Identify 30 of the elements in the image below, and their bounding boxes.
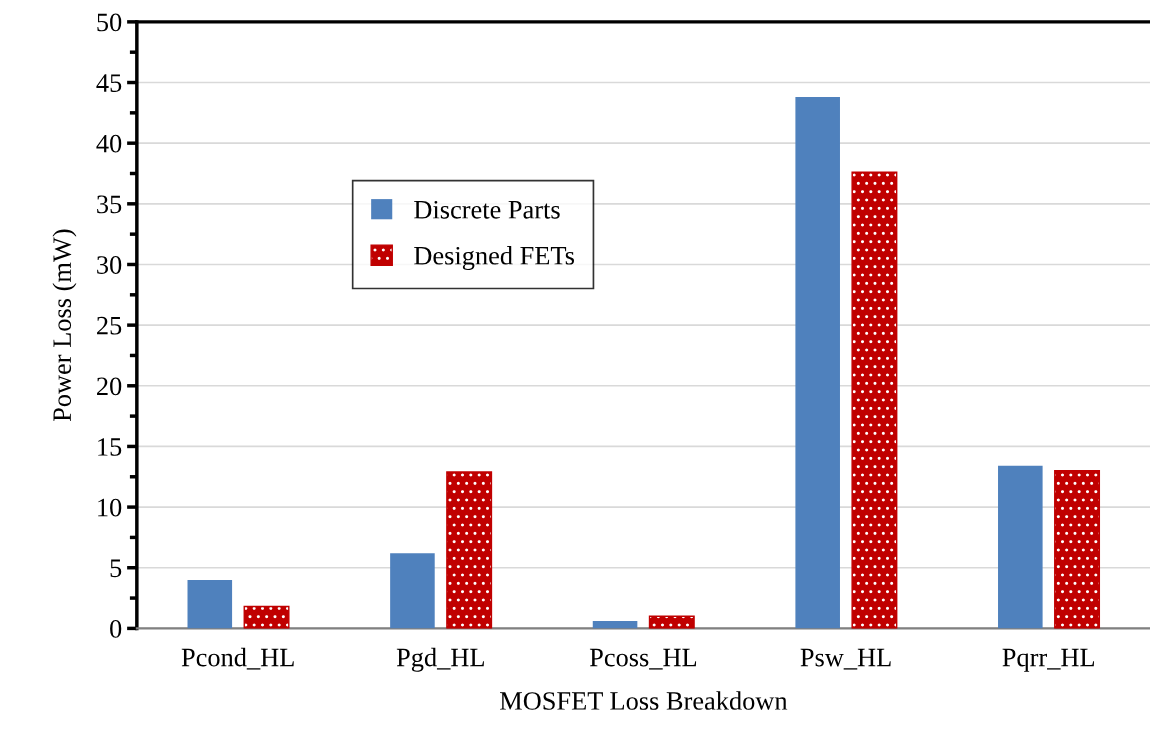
- y-tick-label: 50: [97, 13, 122, 32]
- x-tick-label: Pqrr_HL: [1002, 648, 1095, 672]
- x-tick-label: Psw_HL: [800, 648, 891, 670]
- bar: [648, 615, 695, 629]
- y-tick-label: 10: [98, 498, 122, 517]
- y-tick-label: 35: [97, 195, 122, 214]
- x-axis-title: MOSFET Loss Breakdown: [500, 691, 788, 710]
- x-tick-label: Pcoss_HL: [589, 648, 697, 670]
- bar: [446, 471, 493, 629]
- bar: [1054, 470, 1101, 629]
- legend-label: Designed FETs: [414, 246, 575, 271]
- legend-label: Discrete Parts: [414, 200, 560, 219]
- bar: [592, 621, 638, 629]
- bar: [187, 579, 233, 629]
- y-axis-title: Power Loss (mW): [52, 229, 77, 422]
- y-tick-label: 20: [97, 377, 122, 396]
- bar: [243, 605, 290, 629]
- y-tick-label: 15: [98, 438, 122, 456]
- bar: [390, 553, 435, 629]
- y-tick-label: 0: [110, 620, 122, 638]
- bar: [795, 97, 840, 629]
- y-tick-label: 5: [110, 559, 122, 578]
- bar: [851, 171, 898, 629]
- y-tick-label: 45: [96, 74, 122, 92]
- bar: [998, 465, 1043, 629]
- y-tick-label: 40: [96, 134, 122, 153]
- x-tick-label: Pcond_HL: [181, 647, 294, 670]
- x-tick-label: Pgd_HL: [396, 647, 484, 672]
- y-tick-label: 30: [97, 256, 122, 274]
- y-tick-label: 25: [97, 316, 122, 335]
